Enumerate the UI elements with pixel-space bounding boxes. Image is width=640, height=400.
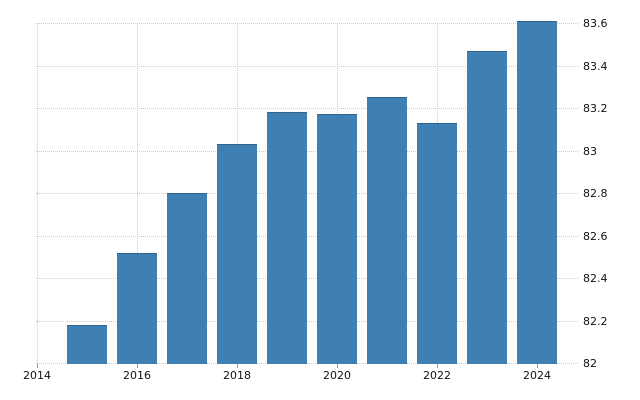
x-axis-label: 2024 bbox=[523, 369, 551, 382]
y-axis-label: 82.4 bbox=[583, 272, 608, 285]
h-gridline bbox=[36, 108, 578, 109]
x-axis-label: 2014 bbox=[23, 369, 51, 382]
h-gridline bbox=[36, 150, 578, 152]
bar-2017 bbox=[167, 193, 207, 364]
y-axis-label: 83.2 bbox=[583, 102, 608, 115]
bar-2023 bbox=[467, 50, 507, 364]
bar-2015 bbox=[67, 324, 107, 364]
x-tick-mark bbox=[437, 364, 438, 368]
h-gridline bbox=[36, 278, 578, 279]
x-axis-label: 2016 bbox=[123, 369, 151, 382]
h-gridline bbox=[36, 320, 578, 322]
h-gridline bbox=[36, 65, 578, 67]
x-axis-label: 2018 bbox=[223, 369, 251, 382]
x-tick-mark bbox=[137, 364, 138, 368]
bar-2019 bbox=[267, 112, 307, 364]
y-axis-label: 82.6 bbox=[583, 229, 608, 243]
y-axis-label: 82.2 bbox=[583, 314, 608, 328]
h-gridline bbox=[36, 193, 578, 194]
h-gridline bbox=[36, 363, 578, 364]
y-axis-label: 82.8 bbox=[583, 187, 608, 200]
h-gridline bbox=[36, 23, 578, 24]
bar-2022 bbox=[417, 122, 457, 364]
bar-2020 bbox=[317, 114, 357, 364]
x-tick-mark bbox=[337, 364, 338, 368]
x-axis-label: 2020 bbox=[323, 369, 351, 382]
y-axis-label: 83.6 bbox=[583, 17, 608, 30]
x-tick-mark bbox=[237, 364, 238, 368]
bar-2016 bbox=[117, 252, 157, 364]
y-axis-label: 82 bbox=[583, 357, 597, 370]
x-axis-label: 2022 bbox=[423, 369, 451, 382]
y-axis-label: 83.4 bbox=[583, 59, 608, 73]
x-tick-mark bbox=[37, 364, 38, 368]
bar-2018 bbox=[217, 144, 257, 364]
h-gridline bbox=[36, 235, 578, 237]
bar-2021 bbox=[367, 97, 407, 364]
y-axis-label: 83 bbox=[583, 144, 597, 158]
x-tick-mark bbox=[537, 364, 538, 368]
bar-2024 bbox=[517, 20, 557, 364]
